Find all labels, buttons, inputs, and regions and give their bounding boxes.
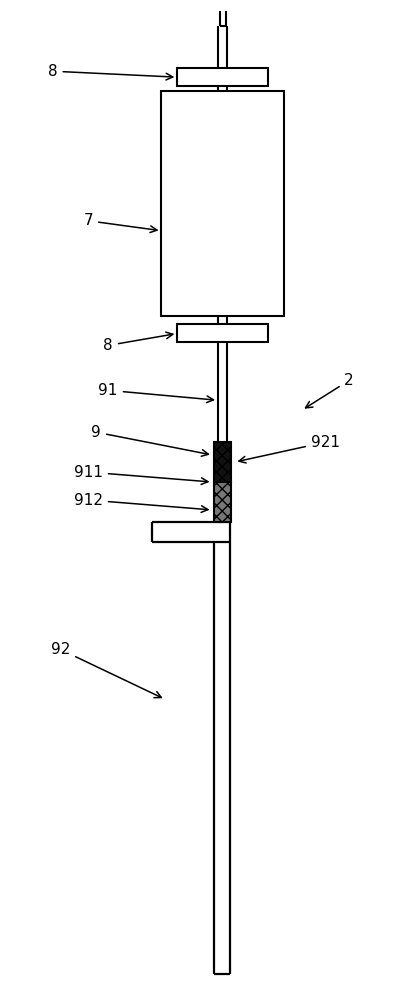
Bar: [214, 442, 231, 482]
Text: 912: 912: [74, 493, 208, 512]
Text: 921: 921: [239, 435, 340, 463]
Bar: [214, 482, 231, 522]
Bar: [162, 91, 284, 316]
Text: 2: 2: [306, 373, 354, 408]
Text: 8: 8: [48, 64, 173, 80]
Text: 92: 92: [51, 642, 161, 698]
Bar: [177, 68, 268, 86]
Text: 9: 9: [92, 425, 209, 456]
Text: 7: 7: [84, 213, 157, 233]
Text: 91: 91: [98, 383, 213, 403]
Bar: [177, 324, 268, 342]
Text: 8: 8: [103, 332, 173, 353]
Text: 911: 911: [74, 465, 208, 484]
